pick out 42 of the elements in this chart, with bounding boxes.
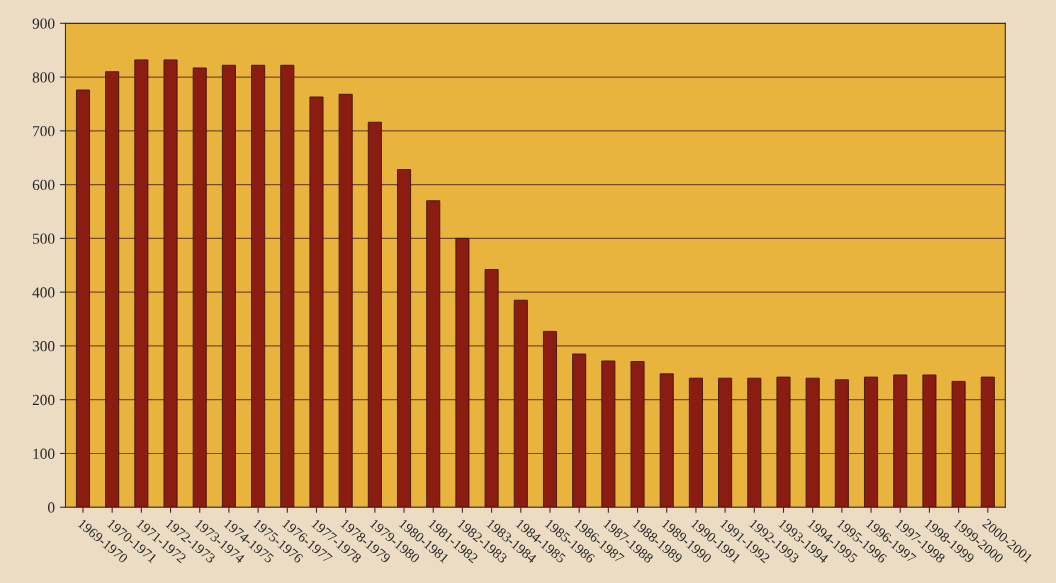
bar [163, 59, 178, 508]
bar [280, 64, 295, 508]
bar [192, 67, 207, 508]
y-tick-label: 500 [33, 233, 55, 244]
bar [543, 330, 557, 508]
bar [776, 376, 791, 508]
bar [455, 237, 470, 508]
y-tick-label: 300 [32, 341, 55, 352]
bar [426, 200, 441, 508]
bar [630, 361, 645, 508]
bar [134, 59, 149, 508]
y-tick-label: 700 [33, 125, 55, 137]
bar [747, 377, 762, 508]
y-tick-label: 100 [33, 448, 55, 459]
y-tick-label: 200 [32, 394, 55, 406]
bar [251, 64, 266, 508]
bar [367, 121, 382, 508]
bar [659, 373, 674, 508]
bar [834, 379, 849, 508]
y-tick-label: 900 [32, 18, 55, 29]
bar [338, 93, 353, 508]
y-tick-label: 600 [32, 179, 55, 191]
bar [484, 269, 499, 508]
bar [397, 169, 412, 508]
bar [688, 377, 703, 508]
bar [221, 64, 236, 508]
bar [864, 376, 879, 508]
bar [105, 71, 120, 508]
bar [980, 376, 995, 508]
bar [601, 360, 616, 508]
bar [513, 299, 528, 508]
y-tick-label: 800 [32, 72, 55, 83]
bar [572, 353, 587, 508]
bar [922, 374, 937, 508]
bar [309, 96, 324, 508]
y-tick-label: 0 [48, 502, 55, 513]
bar [805, 377, 820, 508]
bar [951, 380, 966, 508]
y-tick-label: 400 [32, 287, 55, 298]
bar [893, 374, 908, 508]
bar [718, 377, 733, 508]
bar [76, 89, 90, 508]
